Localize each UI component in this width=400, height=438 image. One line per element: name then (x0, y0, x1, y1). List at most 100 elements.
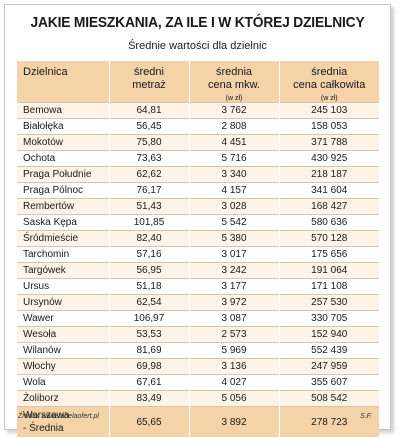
cell-district: Wawer (17, 310, 109, 327)
cell-price-total: 245 103 (278, 102, 379, 119)
cell-price-total: 152 940 (278, 326, 379, 343)
cell-price-sqm: 3 972 (188, 294, 279, 311)
cell-district: Tarchomin (17, 246, 109, 263)
source-note: Źródło: www.tabelaofert.pl (18, 413, 99, 420)
summary-label-line1: Warszawa (23, 410, 70, 421)
cell-price-total: 580 636 (278, 214, 379, 231)
cell-area: 82,40 (108, 230, 189, 247)
table-row: Wawer 106,97 3 087 330 705 (17, 310, 379, 327)
cell-district: Saska Kępa (17, 214, 109, 231)
column-header-area: średni metraż (108, 61, 189, 103)
cell-district: Mokotów (17, 134, 109, 151)
table-row: Wesoła 53,53 2 573 152 940 (17, 326, 379, 343)
table-row: Mokotów 75,80 4 451 371 788 (17, 134, 379, 151)
table-row: Targówek 56,95 3 242 191 064 (17, 262, 379, 279)
cell-price-sqm: 2 573 (188, 326, 279, 343)
cell-area: 62,62 (108, 166, 189, 183)
cell-area: 75,80 (108, 134, 189, 151)
table-row: Wola 67,61 4 027 355 607 (17, 374, 379, 391)
table-row: Ursynów 62,54 3 972 257 530 (17, 294, 379, 311)
table-row: Wilanów 81,69 5 969 552 439 (17, 342, 379, 359)
cell-price-sqm: 4 027 (188, 374, 279, 391)
table-row: Ursus 51,18 3 177 171 108 (17, 278, 379, 295)
cell-price-total: 175 656 (278, 246, 379, 263)
cell-district: Włochy (17, 358, 109, 375)
cell-area: 51,18 (108, 278, 189, 295)
author-initials: S.F. (360, 413, 372, 420)
column-header-price-sqm: średnia cena mkw. (w zł) (188, 61, 279, 103)
table-body: Bemowa 64,81 3 762 245 103 Białołęka 56,45 2 8… (17, 102, 379, 437)
cell-area: 69,98 (108, 358, 189, 375)
table-row: Śródmieście 82,40 5 380 570 128 (17, 230, 379, 247)
cell-price-sqm: 4 451 (188, 134, 279, 151)
cell-price-sqm: 3 177 (188, 278, 279, 295)
cell-district: Praga Pólnoc (17, 182, 109, 199)
cell-price-sqm: 3 017 (188, 246, 279, 263)
cell-price-total: 247 959 (278, 358, 379, 375)
summary-row: Warszawa - Średnia 65,65 3 892 278 723 (17, 406, 379, 437)
table-row: Praga Południe 62,62 3 340 218 187 (17, 166, 379, 183)
cell-area: 67,61 (108, 374, 189, 391)
cell-price-sqm: 5 716 (188, 150, 279, 167)
page-subtitle: Średnie wartości dla dzielnic (128, 40, 267, 52)
cell-area: 64,81 (108, 102, 189, 119)
cell-price-total: 278 723 (278, 406, 379, 437)
cell-price-sqm: 5 542 (188, 214, 279, 231)
cell-district: Wilanów (17, 342, 109, 359)
cell-price-sqm: 5 969 (188, 342, 279, 359)
cell-price-sqm: 5 380 (188, 230, 279, 247)
cell-district: Żoliborz (17, 390, 109, 407)
cell-area: 62,54 (108, 294, 189, 311)
cell-price-sqm: 2 808 (188, 118, 279, 135)
column-header-price-total: średnia cena całkowita (w zł) (278, 61, 379, 103)
cell-district: Rembertów (17, 198, 109, 215)
table-row: Ochota 73,63 5 716 430 925 (17, 150, 379, 167)
cell-district: Ursus (17, 278, 109, 295)
table-row: Białołęka 56,45 2 808 158 053 (17, 118, 379, 135)
cell-area: 81,69 (108, 342, 189, 359)
cell-district: Bemowa (17, 102, 109, 119)
cell-price-sqm: 3 762 (188, 102, 279, 119)
cell-district: Śródmieście (17, 230, 109, 247)
district-price-table: Dzielnica średni metraż średnia cena mkw… (17, 61, 379, 437)
cell-price-total: 341 604 (278, 182, 379, 199)
cell-area: 51,43 (108, 198, 189, 215)
cell-price-total: 257 530 (278, 294, 379, 311)
cell-price-total: 330 705 (278, 310, 379, 327)
cell-price-sqm: 5 056 (188, 390, 279, 407)
cell-price-total: 371 788 (278, 134, 379, 151)
cell-district: Targówek (17, 262, 109, 279)
cell-area: 65,65 (108, 406, 189, 437)
cell-price-sqm: 4 157 (188, 182, 279, 199)
cell-area: 53,53 (108, 326, 189, 343)
cell-price-total: 508 542 (278, 390, 379, 407)
cell-price-total: 430 925 (278, 150, 379, 167)
cell-price-total: 158 053 (278, 118, 379, 135)
cell-price-sqm: 3 892 (188, 406, 279, 437)
cell-price-total: 171 108 (278, 278, 379, 295)
table-header-row: Dzielnica średni metraż średnia cena mkw… (17, 61, 379, 103)
cell-area: 76,17 (108, 182, 189, 199)
cell-area: 57,16 (108, 246, 189, 263)
cell-area: 106,97 (108, 310, 189, 327)
cell-area: 56,95 (108, 262, 189, 279)
infographic-panel: JAKIE MIESZKANIA, ZA ILE I W KTÓREJ DZIE… (4, 4, 391, 437)
cell-price-sqm: 3 136 (188, 358, 279, 375)
cell-district: Białołęka (17, 118, 109, 135)
cell-price-sqm: 3 087 (188, 310, 279, 327)
cell-district: Wola (17, 374, 109, 391)
summary-label-line2: - Średnia (23, 423, 64, 434)
cell-district: Warszawa - Średnia (17, 406, 109, 437)
table-row: Rembertów 51,43 3 028 168 427 (17, 198, 379, 215)
cell-area: 101,85 (108, 214, 189, 231)
cell-district: Ochota (17, 150, 109, 167)
table-row: Żoliborz 83,49 5 056 508 542 (17, 390, 379, 407)
cell-price-total: 168 427 (278, 198, 379, 215)
cell-price-sqm: 3 340 (188, 166, 279, 183)
cell-price-total: 218 187 (278, 166, 379, 183)
cell-price-total: 355 607 (278, 374, 379, 391)
cell-price-total: 191 064 (278, 262, 379, 279)
cell-price-sqm: 3 028 (188, 198, 279, 215)
cell-area: 83,49 (108, 390, 189, 407)
table-row: Bemowa 64,81 3 762 245 103 (17, 102, 379, 119)
